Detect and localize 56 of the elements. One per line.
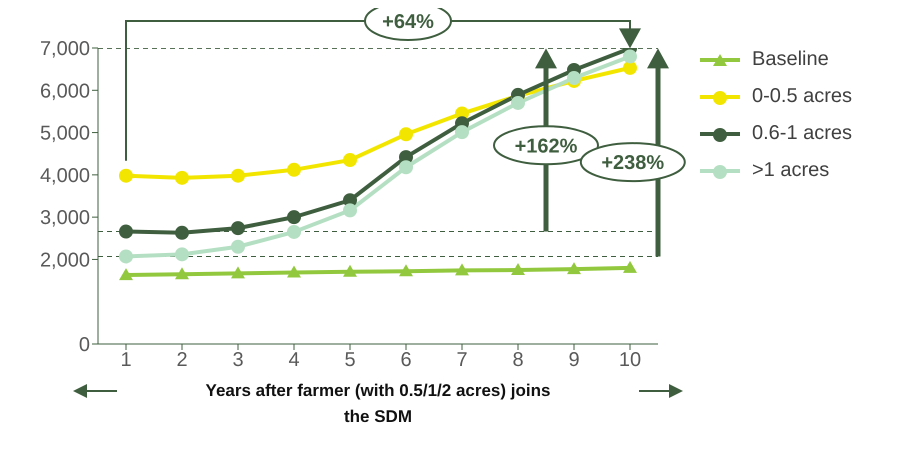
point <box>343 153 357 168</box>
point <box>119 249 133 264</box>
x-tick-label: 9 <box>568 349 580 372</box>
point <box>343 264 357 277</box>
point <box>231 168 245 183</box>
y-tick-label: 7,000 <box>40 38 90 60</box>
point <box>175 267 189 280</box>
point <box>623 60 637 75</box>
text: +64% <box>382 11 434 33</box>
point <box>455 125 469 140</box>
point <box>119 268 133 280</box>
x-tick-label: 1 <box>120 349 132 372</box>
annotation: +238% <box>601 152 664 174</box>
point <box>231 266 245 278</box>
y-tick-label: 2,000 <box>40 250 90 272</box>
point <box>287 162 301 177</box>
x-tick-label: 5 <box>344 349 356 372</box>
point <box>567 262 581 274</box>
point <box>119 168 133 183</box>
point <box>455 263 469 276</box>
point <box>175 226 189 240</box>
y-tick-label: 6,000 <box>40 80 90 102</box>
legend-label: >1 acres <box>752 159 830 182</box>
x-tick-label: 10 <box>618 349 642 372</box>
point <box>623 260 637 273</box>
legend-label: 0-0.5 acres <box>752 85 852 108</box>
x-tick-label: 8 <box>512 349 524 372</box>
y-tick-label: 4,000 <box>40 164 90 187</box>
point <box>287 224 301 239</box>
x-tick-label: 7 <box>456 349 468 372</box>
point <box>511 96 525 110</box>
point <box>399 264 413 276</box>
point <box>399 127 413 142</box>
legend-label: Baseline <box>752 48 829 71</box>
x-tick-label: 2 <box>176 349 188 372</box>
x-tick-label: 6 <box>400 349 412 372</box>
point <box>623 49 637 64</box>
point <box>231 240 245 254</box>
y-tick-label: 0 <box>78 334 90 356</box>
point <box>231 221 245 236</box>
annotation: +162% <box>514 135 578 158</box>
x-tick-label: 4 <box>288 349 300 372</box>
point <box>399 160 413 174</box>
point <box>343 203 357 218</box>
point <box>287 210 301 224</box>
point <box>175 170 189 185</box>
y-tick-label: 5,000 <box>40 122 90 145</box>
point <box>175 247 189 262</box>
x-tick-label: 3 <box>232 349 244 372</box>
point <box>511 263 525 275</box>
legend-label: 0.6-1 acres <box>752 122 852 145</box>
x-axis-title: Years after farmer (with 0.5/1/2 acres) joins the SDM <box>204 380 552 428</box>
point <box>287 266 301 278</box>
point <box>567 71 581 86</box>
point <box>119 224 133 239</box>
y-tick-label: 3,000 <box>40 207 90 230</box>
